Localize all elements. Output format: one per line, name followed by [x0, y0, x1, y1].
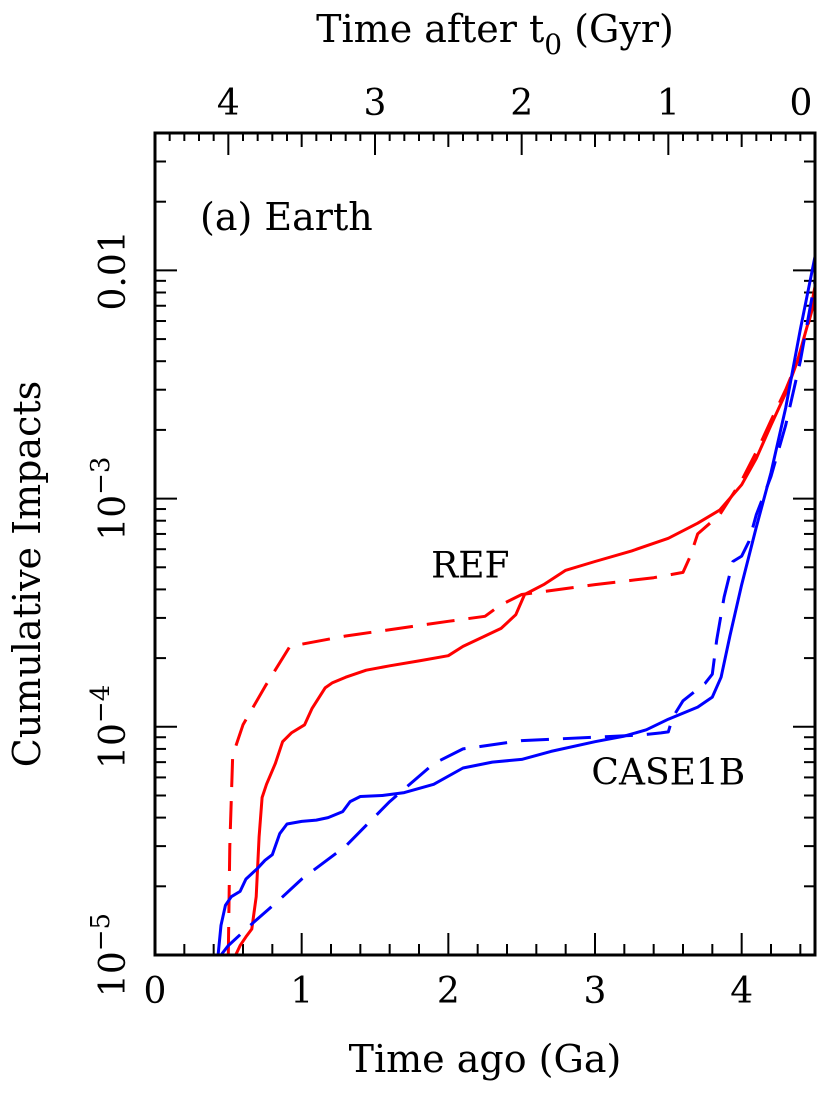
series-label-case1b: CASE1B [591, 752, 745, 793]
series-label-ref: REF [431, 546, 509, 587]
x-tick-label: 2 [437, 971, 460, 1012]
x-tick-label: 1 [290, 971, 313, 1012]
y-tick-label: 10−3 [86, 457, 134, 541]
top-axis-title-subscript: 0 [544, 28, 562, 61]
plot-frame [153, 131, 817, 957]
top-x-tick-label: 0 [790, 83, 813, 124]
y-tick-label: 10−5 [86, 913, 134, 997]
top-axis-title: Time after t0 (Gyr) [316, 7, 674, 61]
top-axis-title-unit: (Gyr) [562, 7, 674, 51]
series-line-ref-dashed [226, 298, 817, 956]
y-tick-label-base: 10 [93, 495, 134, 541]
series-line-ref-solid [234, 286, 817, 956]
y-tick-label-base: 0.01 [93, 230, 134, 310]
series-line-case1b-solid [216, 256, 817, 956]
top-x-tick-label: 4 [217, 83, 240, 124]
top-x-tick-label: 3 [364, 83, 387, 124]
top-axis-title-main: Time after t [316, 7, 544, 51]
y-axis-title: Cumulative Impacts [5, 381, 49, 767]
y-tick-label: 10−4 [86, 685, 134, 769]
y-tick-label-exponent: −3 [86, 457, 116, 495]
x-tick-label: 0 [144, 971, 167, 1012]
panel-label: (a) Earth [200, 195, 373, 239]
y-tick-label-exponent: −4 [86, 685, 116, 723]
y-tick-label-base: 10 [93, 723, 134, 769]
top-x-tick-label: 2 [510, 83, 533, 124]
y-tick-label: 0.01 [93, 230, 134, 310]
x-tick-label: 3 [584, 971, 607, 1012]
ticks-layer [154, 132, 816, 956]
x-tick-label: 4 [730, 971, 753, 1012]
x-axis-title: Time ago (Ga) [349, 1037, 622, 1081]
top-x-tick-label: 1 [657, 83, 680, 124]
y-tick-label-base: 10 [93, 951, 134, 997]
y-tick-label-exponent: −5 [86, 913, 116, 951]
series-line-case1b-dashed [219, 280, 817, 956]
series-layer [216, 256, 817, 956]
